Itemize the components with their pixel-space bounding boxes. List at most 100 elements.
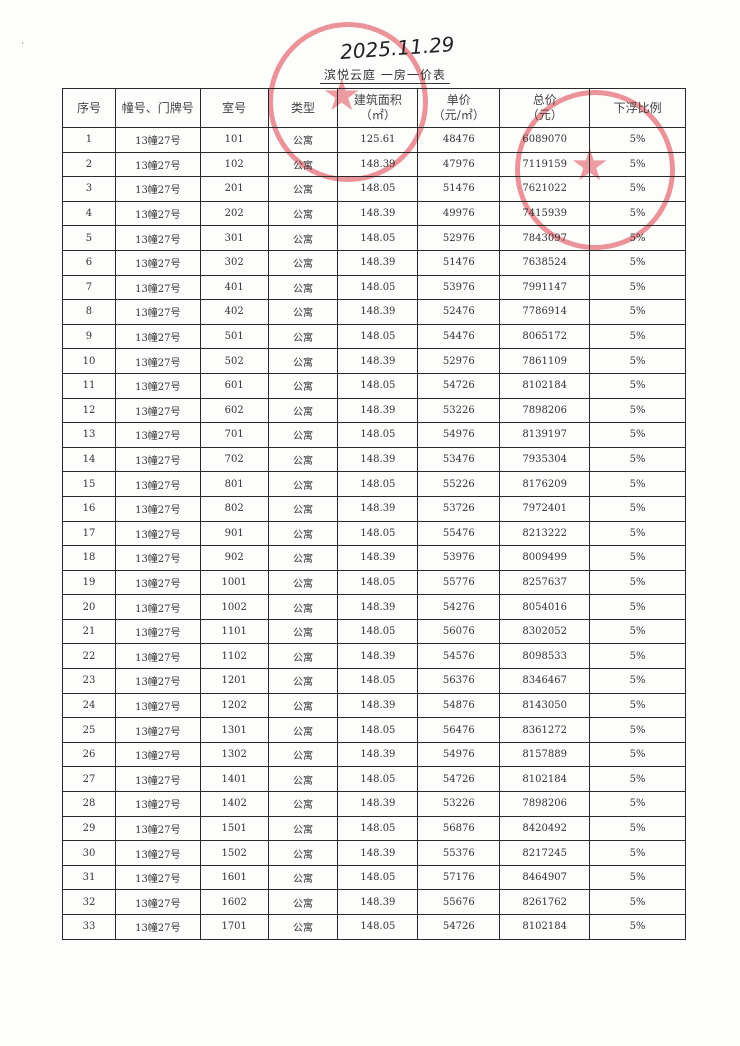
cell-area: 148.39 [337,348,419,374]
cell-building: 13幢27号 [114,151,201,178]
cell-total-price: 6089070 [499,127,591,153]
cell-unit-price: 54876 [417,692,501,719]
handwritten-date: 2025.11.29 [339,32,456,64]
table-header-row: 序号 幢号、门牌号 室号 类型 建筑面积 （㎡） 单价 （元/㎡） 总价 （元） 下浮比例 [62,88,686,128]
cell-unit-price: 54726 [417,372,501,399]
cell-index: 1 [62,127,116,153]
cell-unit-price: 48476 [417,127,501,153]
cell-room: 101 [199,127,269,153]
table-row: 7 13幢27号 401 公寓 148.05 53976 7991147 5% [62,274,686,301]
cell-total-price: 8102184 [499,372,591,399]
cell-total-price: 8139197 [499,422,591,448]
cell-area: 148.05 [337,422,419,448]
cell-type: 公寓 [267,692,339,719]
cell-total-price: 8257637 [499,569,591,596]
cell-index: 14 [62,446,116,473]
cell-type: 公寓 [267,323,339,350]
cell-area: 148.39 [337,446,419,473]
cell-type: 公寓 [267,766,339,793]
cell-type: 公寓 [267,618,339,645]
cell-room: 102 [199,151,269,178]
cell-index: 21 [62,618,116,645]
cell-index: 29 [62,815,116,842]
cell-building: 13幢27号 [114,372,201,399]
cell-area: 148.05 [337,176,419,202]
cell-unit-price: 54276 [417,594,501,620]
cell-type: 公寓 [267,840,339,866]
cell-room: 801 [199,471,269,497]
cell-unit-price: 55226 [417,471,501,497]
cell-area: 148.39 [337,692,419,719]
cell-total-price: 8464907 [499,864,591,891]
cell-room: 301 [199,225,269,251]
cell-unit-price: 52476 [417,299,501,325]
cell-index: 22 [62,643,116,670]
cell-type: 公寓 [267,717,339,743]
cell-unit-price: 52976 [417,348,501,374]
cell-total-price: 7786914 [499,299,591,325]
cell-index: 6 [62,249,116,276]
table-row: 1 13幢27号 101 公寓 125.61 48476 6089070 5% [62,127,686,153]
cell-area: 148.39 [337,791,419,817]
table-row: 30 13幢27号 1502 公寓 148.39 55376 8217245 5% [62,840,686,866]
cell-area: 148.05 [337,225,419,251]
cell-building: 13幢27号 [114,200,201,227]
cell-total-price: 8346467 [499,668,591,694]
table-row: 20 13幢27号 1002 公寓 148.39 54276 8054016 5% [62,594,686,620]
cell-discount: 5% [589,520,686,547]
cell-total-price: 7638524 [499,249,591,276]
cell-building: 13幢27号 [114,249,201,276]
cell-room: 402 [199,299,269,325]
cell-building: 13幢27号 [114,422,201,448]
cell-room: 1001 [199,569,269,596]
cell-type: 公寓 [267,422,339,448]
cell-type: 公寓 [267,741,339,768]
table-row: 12 13幢27号 602 公寓 148.39 53226 7898206 5% [62,397,686,424]
cell-building: 13幢27号 [114,668,201,694]
cell-room: 702 [199,446,269,473]
table-row: 2 13幢27号 102 公寓 148.39 47976 7119159 5% [62,151,686,178]
cell-building: 13幢27号 [114,274,201,301]
cell-discount: 5% [589,372,686,399]
cell-building: 13幢27号 [114,446,201,473]
table-row: 3 13幢27号 201 公寓 148.05 51476 7621022 5% [62,176,686,202]
cell-index: 27 [62,766,116,793]
cell-type: 公寓 [267,594,339,620]
cell-discount: 5% [589,348,686,374]
cell-area: 148.39 [337,889,419,915]
cell-discount: 5% [589,151,686,178]
cell-type: 公寓 [267,791,339,817]
cell-type: 公寓 [267,569,339,596]
cell-discount: 5% [589,864,686,891]
table-row: 24 13幢27号 1202 公寓 148.39 54876 8143050 5% [62,692,686,719]
cell-room: 302 [199,249,269,276]
cell-building: 13幢27号 [114,569,201,596]
cell-building: 13幢27号 [114,766,201,793]
table-row: 16 13幢27号 802 公寓 148.39 53726 7972401 5% [62,495,686,522]
cell-index: 28 [62,791,116,817]
cell-unit-price: 55676 [417,889,501,915]
cell-index: 15 [62,471,116,497]
cell-room: 802 [199,495,269,522]
cell-index: 24 [62,692,116,719]
cell-index: 5 [62,225,116,251]
document-title: 滨悦云庭 一房一价表 [320,66,450,84]
cell-room: 501 [199,323,269,350]
cell-building: 13幢27号 [114,545,201,571]
cell-discount: 5% [589,471,686,497]
cell-unit-price: 56476 [417,717,501,743]
cell-type: 公寓 [267,200,339,227]
table-row: 22 13幢27号 1102 公寓 148.39 54576 8098533 5% [62,643,686,670]
cell-type: 公寓 [267,274,339,301]
cell-type: 公寓 [267,151,339,178]
header-col-type: 类型 [267,88,339,128]
cell-building: 13幢27号 [114,471,201,497]
table-row: 8 13幢27号 402 公寓 148.39 52476 7786914 5% [62,299,686,325]
cell-area: 148.05 [337,520,419,547]
cell-building: 13幢27号 [114,176,201,202]
cell-building: 13幢27号 [114,791,201,817]
cell-discount: 5% [589,274,686,301]
cell-building: 13幢27号 [114,717,201,743]
cell-area: 148.05 [337,323,419,350]
cell-room: 902 [199,545,269,571]
